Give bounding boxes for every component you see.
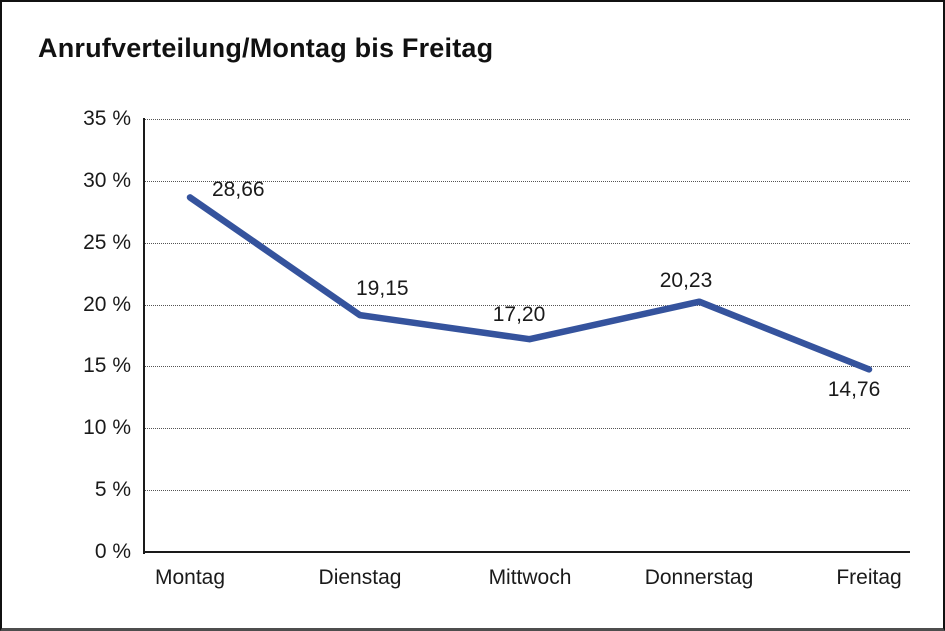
y-tick-label: 0 % [94, 540, 131, 563]
x-category-label: Freitag [836, 566, 902, 589]
data-value-label: 19,15 [356, 277, 409, 300]
gridline [144, 490, 910, 491]
y-tick-label: 25 % [83, 231, 131, 254]
gridline [144, 119, 910, 120]
gridline [144, 428, 910, 429]
gridline [144, 181, 910, 182]
y-tick-label: 30 % [83, 169, 131, 192]
y-tick-label: 10 % [83, 416, 131, 439]
x-category-label: Donnerstag [644, 566, 754, 589]
x-category-label: Mittwoch [488, 566, 572, 589]
data-value-label: 14,76 [827, 378, 881, 401]
data-value-label: 28,66 [212, 178, 265, 201]
y-tick-label: 20 % [83, 293, 131, 316]
chart-title: Anrufverteilung/Montag bis Freitag [38, 33, 494, 63]
gridline [144, 243, 910, 244]
data-value-label: 17,20 [492, 303, 546, 326]
series-line [186, 194, 873, 373]
x-axis-line [143, 551, 910, 553]
y-tick-label: 35 % [83, 107, 131, 130]
y-axis-line [143, 118, 145, 554]
x-category-label: Montag [154, 566, 226, 589]
y-tick-label: 5 % [94, 478, 131, 501]
x-category-label: Dienstag [318, 566, 402, 589]
data-value-label: 20,23 [659, 269, 713, 292]
gridline [144, 366, 910, 367]
y-tick-label: 15 % [83, 354, 131, 377]
